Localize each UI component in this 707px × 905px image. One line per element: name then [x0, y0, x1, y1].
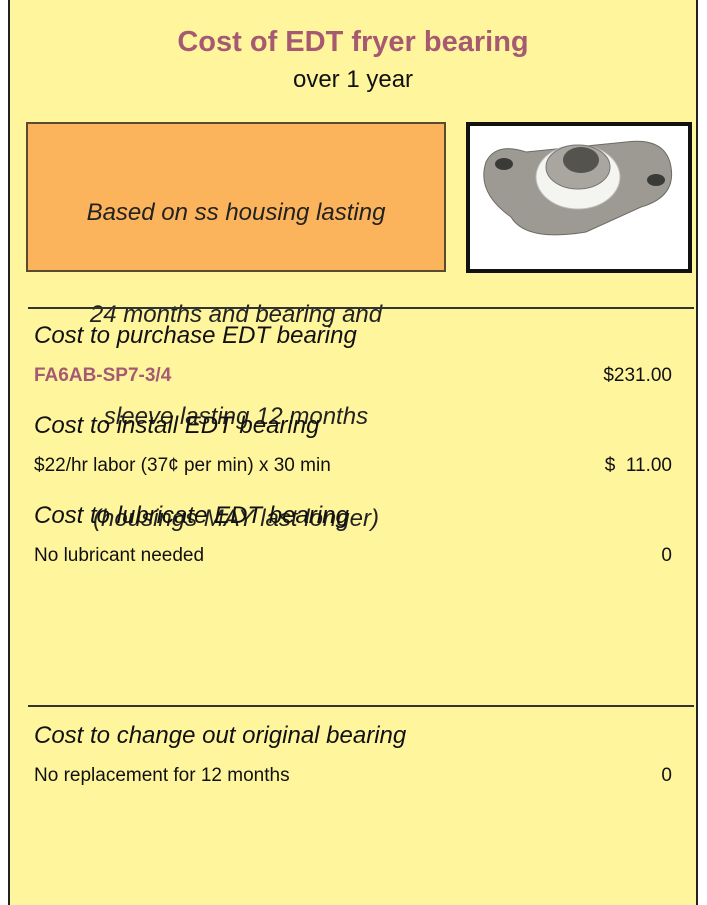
- row-heading: Cost to purchase EDT bearing: [34, 322, 357, 350]
- page-body: Cost of EDT fryer bearing over 1 year Ba…: [0, 0, 707, 905]
- row-detail: No replacement for 12 months: [34, 765, 290, 787]
- divider: [28, 307, 694, 309]
- title: Cost of EDT fryer bearing: [10, 26, 696, 59]
- divider: [28, 705, 694, 707]
- row-detail: FA6AB-SP7-3/4: [34, 365, 171, 387]
- row-heading: Cost to install EDT bearing: [34, 412, 319, 440]
- cost-sheet: Cost of EDT fryer bearing over 1 year Ba…: [8, 0, 698, 905]
- row-detail: No lubricant needed: [34, 545, 204, 567]
- row-heading: Cost to lubricate EDT bearing: [34, 502, 349, 530]
- row-amount: 0: [661, 545, 672, 567]
- row-amount: 0: [661, 765, 672, 787]
- note-box: Based on ss housing lasting 24 months an…: [26, 122, 446, 272]
- subtitle: over 1 year: [10, 66, 696, 94]
- row-amount: $ 11.00: [605, 455, 672, 477]
- row-detail: $22/hr labor (37¢ per min) x 30 min: [34, 455, 331, 477]
- row-amount: $231.00: [603, 365, 672, 387]
- bearing-photo: [466, 122, 692, 273]
- note-line: Based on ss housing lasting: [28, 196, 444, 230]
- row-heading: Cost to change out original bearing: [34, 722, 406, 750]
